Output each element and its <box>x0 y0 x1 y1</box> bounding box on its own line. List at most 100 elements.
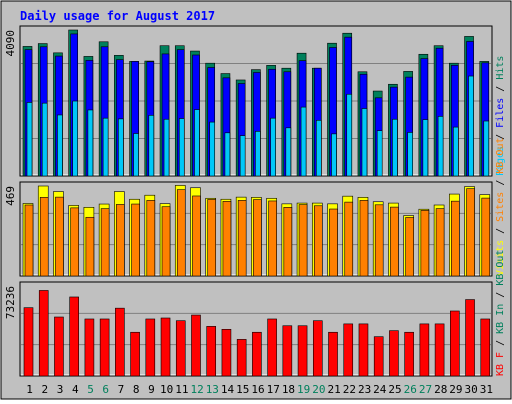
bar-sites-day-25 <box>390 206 399 277</box>
day-label-15: 15 <box>236 383 249 396</box>
day-label-11: 11 <box>175 383 188 396</box>
bar-sites-day-10 <box>161 206 171 277</box>
bar-pages-day-4 <box>72 100 78 177</box>
max-value-label-bottom: 73236 <box>4 286 17 319</box>
bar-pages-day-17 <box>270 117 276 177</box>
bar-kb-f-day-8 <box>130 331 140 377</box>
legend-entry: / <box>495 80 506 98</box>
bar-kb-f-day-13 <box>206 326 217 377</box>
day-label-18: 18 <box>282 383 295 396</box>
bar-pages-day-21 <box>331 133 337 177</box>
bar-pages-day-10 <box>163 118 170 177</box>
legend-entry: Visits <box>495 240 506 276</box>
bar-sites-day-27 <box>420 210 430 277</box>
day-label-17: 17 <box>267 383 280 396</box>
bar-sites-day-28 <box>435 208 445 277</box>
bar-kb-f-day-14 <box>221 329 232 377</box>
bar-pages-day-1 <box>26 102 33 177</box>
legend-entry: / <box>495 334 506 352</box>
legend-entry: / <box>495 222 506 240</box>
chart-title: Daily usage for August 2017 <box>20 9 215 23</box>
bar-kb-f-day-20 <box>312 320 323 377</box>
bar-sites-day-13 <box>207 199 217 277</box>
bar-pages-day-28 <box>437 116 444 177</box>
bar-pages-day-18 <box>285 127 292 177</box>
day-label-20: 20 <box>312 383 325 396</box>
day-label-22: 22 <box>343 383 356 396</box>
bar-pages-day-19 <box>300 106 307 177</box>
day-label-27: 27 <box>419 383 432 396</box>
bar-sites-day-30 <box>466 188 475 277</box>
bar-pages-day-5 <box>87 109 94 177</box>
bar-sites-day-24 <box>374 204 384 277</box>
bar-kb-f-day-30 <box>465 299 475 377</box>
legend-entry: Hits <box>495 56 506 80</box>
bar-sites-day-21 <box>329 208 338 277</box>
bar-kb-f-day-22 <box>343 323 354 377</box>
bar-pages-day-11 <box>178 118 185 177</box>
bar-sites-day-20 <box>313 205 323 277</box>
bar-pages-day-15 <box>239 135 246 177</box>
legend-entry: Pages <box>495 146 506 176</box>
day-label-3: 3 <box>57 383 64 396</box>
legend-entry: Sites <box>495 192 506 222</box>
bar-sites-day-14 <box>222 201 232 277</box>
max-value-label-top: 4090 <box>4 30 17 57</box>
bar-kb-f-day-21 <box>328 331 338 377</box>
bar-kb-f-day-3 <box>54 316 64 377</box>
bar-sites-day-5 <box>85 216 95 277</box>
bar-sites-day-22 <box>344 201 354 277</box>
bar-sites-day-23 <box>359 200 369 277</box>
day-label-13: 13 <box>206 383 219 396</box>
bar-kb-f-day-4 <box>69 296 79 377</box>
bar-pages-day-6 <box>102 117 109 177</box>
bar-kb-f-day-7 <box>115 307 125 377</box>
day-label-8: 8 <box>133 383 140 396</box>
day-label-9: 9 <box>148 383 155 396</box>
bar-kb-f-day-16 <box>252 331 262 377</box>
bar-kb-f-day-5 <box>84 318 95 377</box>
bar-sites-day-29 <box>451 200 460 277</box>
bar-sites-day-12 <box>192 195 201 277</box>
bar-kb-f-day-17 <box>267 318 277 377</box>
bar-sites-day-1 <box>24 204 34 277</box>
day-label-30: 30 <box>465 383 478 396</box>
legend-entry: KB Out <box>495 138 506 174</box>
legend-entry: KB F <box>495 352 506 376</box>
legend-entry: / <box>495 174 506 192</box>
legend-entry: / <box>495 286 506 304</box>
day-label-6: 6 <box>102 383 109 396</box>
bar-sites-day-16 <box>253 199 262 277</box>
bar-kb-f-day-1 <box>23 307 34 377</box>
bar-kb-f-day-12 <box>191 314 201 377</box>
day-label-28: 28 <box>434 383 447 396</box>
bar-sites-day-26 <box>405 217 414 277</box>
max-value-label-middle: 469 <box>4 186 17 206</box>
bar-pages-day-7 <box>118 118 124 177</box>
bar-pages-day-13 <box>209 121 216 177</box>
bar-sites-day-17 <box>268 200 277 277</box>
bar-pages-day-2 <box>41 102 48 177</box>
bar-pages-day-30 <box>468 75 474 177</box>
bar-sites-day-3 <box>55 196 64 277</box>
bar-sites-day-6 <box>100 208 110 277</box>
day-label-21: 21 <box>328 383 341 396</box>
day-label-19: 19 <box>297 383 310 396</box>
bar-pages-day-3 <box>57 114 63 177</box>
legend-entry: KB In <box>495 304 506 334</box>
bar-kb-f-day-24 <box>373 336 384 377</box>
bar-kb-f-day-15 <box>236 339 247 377</box>
bar-sites-day-18 <box>283 207 293 277</box>
bar-kb-f-day-28 <box>434 323 445 377</box>
bar-kb-f-day-10 <box>160 317 171 377</box>
bar-pages-day-29 <box>453 126 459 177</box>
bar-pages-day-31 <box>483 120 490 177</box>
day-label-7: 7 <box>118 383 125 396</box>
bar-sites-day-2 <box>39 197 49 277</box>
day-label-5: 5 <box>87 383 94 396</box>
bar-kb-f-day-11 <box>175 320 186 377</box>
day-label-16: 16 <box>251 383 264 396</box>
legend-middle: Visits / Sites / KB Out <box>495 138 506 276</box>
